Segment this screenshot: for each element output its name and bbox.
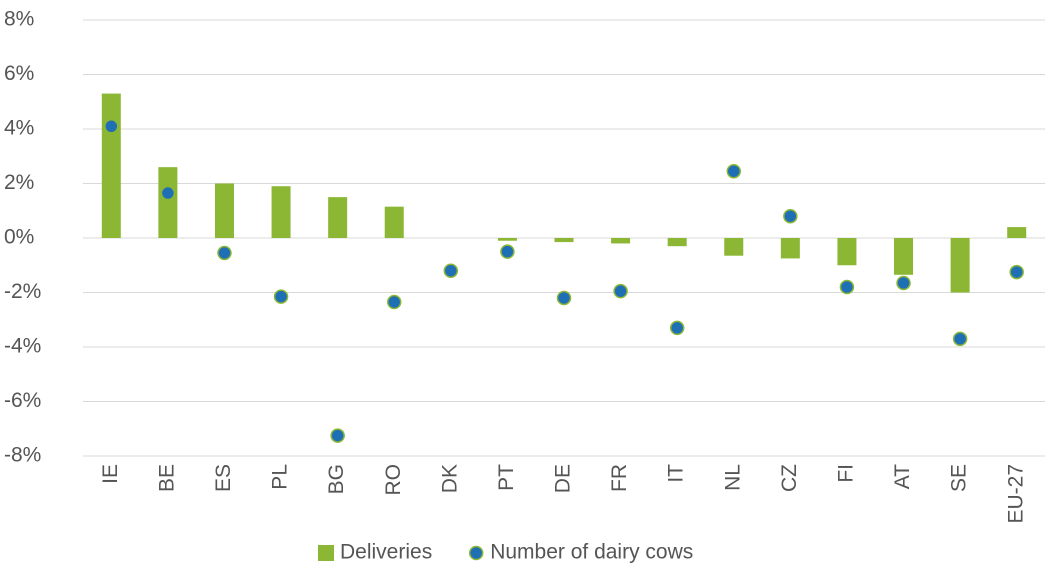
- dot: [1009, 264, 1024, 280]
- y-tick-label: 8%: [4, 8, 34, 31]
- bar: [837, 238, 857, 266]
- legend-swatch: [468, 545, 484, 561]
- dot: [330, 428, 345, 443]
- y-tick-label: -8%: [4, 444, 41, 467]
- bar: [158, 167, 178, 238]
- x-tick-label: BE: [155, 464, 178, 492]
- legend-label: Number of dairy cows: [490, 541, 693, 564]
- y-tick-label: 4%: [4, 117, 34, 140]
- x-tick-label: ES: [212, 464, 235, 492]
- x-tick-label: PT: [495, 464, 518, 491]
- dot: [500, 244, 515, 259]
- bar: [780, 238, 800, 259]
- legend-label: Deliveries: [340, 541, 432, 564]
- bar: [724, 238, 744, 256]
- y-tick-label: -6%: [4, 389, 41, 412]
- x-tick-label: NL: [721, 464, 744, 491]
- bar: [1007, 227, 1027, 238]
- dot: [104, 119, 119, 134]
- bar: [384, 206, 404, 238]
- bar: [667, 238, 687, 247]
- legend-swatch: [318, 545, 334, 561]
- x-tick-label: RO: [382, 464, 405, 496]
- x-tick-label: PL: [269, 464, 292, 490]
- x-tick-label: SE: [948, 464, 971, 492]
- y-tick-label: 0%: [4, 226, 34, 249]
- bar: [271, 186, 291, 238]
- dot: [443, 263, 459, 278]
- dot: [217, 245, 232, 261]
- dot: [896, 275, 911, 291]
- dot: [726, 163, 742, 179]
- y-tick-label: -4%: [4, 335, 41, 358]
- x-tick-label: DE: [552, 464, 575, 493]
- bar: [101, 93, 121, 238]
- dot: [556, 290, 572, 306]
- x-tick-label: CZ: [778, 464, 801, 492]
- x-tick-label: FR: [608, 464, 631, 492]
- y-tick-label: -2%: [4, 280, 41, 303]
- dot: [613, 283, 628, 299]
- bar: [328, 197, 348, 238]
- dot: [160, 185, 176, 201]
- bar: [214, 183, 234, 238]
- dot: [952, 331, 968, 347]
- x-tick-label: BG: [325, 464, 348, 494]
- y-tick-label: 2%: [4, 171, 34, 194]
- x-tick-label: DK: [438, 464, 461, 493]
- x-tick-label: EU-27: [1004, 464, 1027, 524]
- x-tick-label: FI: [834, 464, 857, 483]
- dot: [839, 279, 855, 295]
- bar: [894, 238, 914, 275]
- bar: [950, 238, 970, 293]
- dot: [669, 320, 685, 336]
- dot: [386, 294, 402, 310]
- bar: [497, 238, 517, 241]
- y-tick-label: 6%: [4, 62, 34, 85]
- dot: [273, 289, 289, 304]
- bar: [554, 238, 574, 243]
- bar: [611, 238, 631, 244]
- x-tick-label: IT: [665, 464, 688, 483]
- x-tick-label: IE: [99, 464, 122, 484]
- dot: [783, 208, 798, 224]
- x-tick-label: AT: [891, 464, 914, 489]
